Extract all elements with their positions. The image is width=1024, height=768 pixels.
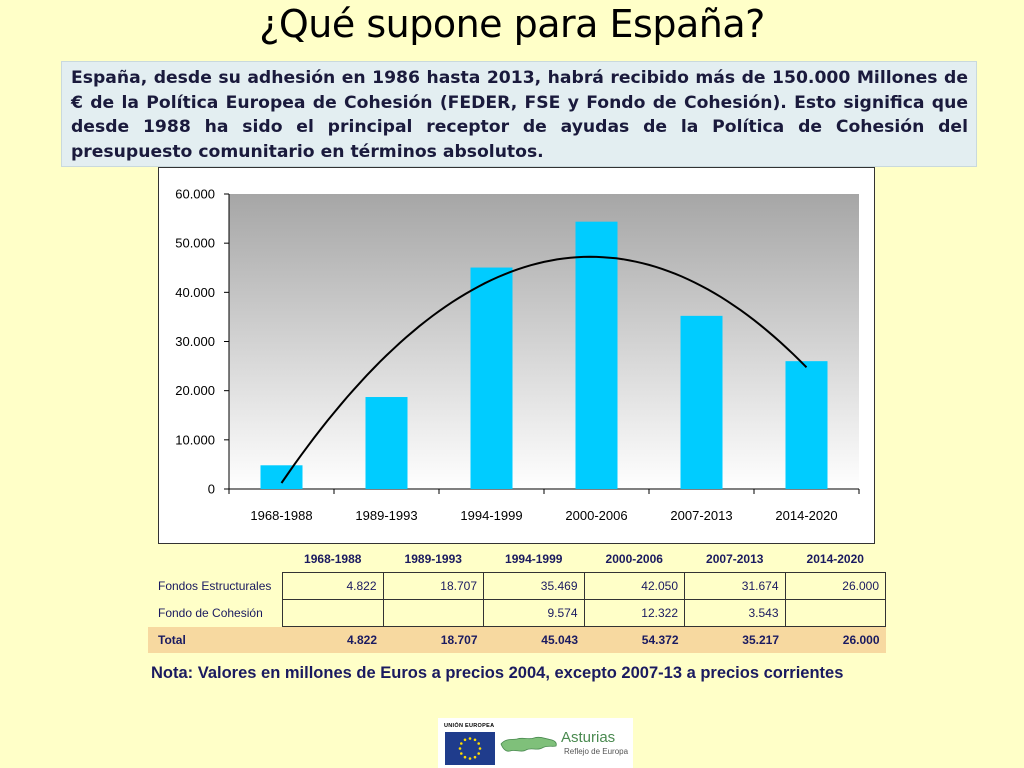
total-row: Total 4.822 18.707 45.043 54.372 35.217 … — [148, 626, 886, 653]
table-corner — [148, 546, 283, 573]
chart-container: 0 10.000 20.000 30.000 40.000 50.000 60.000 196… — [158, 167, 875, 544]
bar — [470, 267, 513, 489]
eu-star-icon — [477, 742, 480, 745]
table-header: 2007-2013 — [706, 552, 764, 566]
eu-star-icon — [463, 738, 467, 742]
y-tick-label: 20.000 — [175, 383, 215, 398]
table-header: 2000-2006 — [605, 552, 663, 566]
x-tick-label: 2007-2013 — [670, 508, 732, 523]
bar — [680, 315, 723, 489]
table-cell: 26.000 — [784, 572, 886, 600]
eu-label: UNIÓN EUROPEA — [444, 723, 495, 729]
table-header: 2014-2020 — [806, 552, 864, 566]
table-cell — [382, 599, 484, 627]
y-tick-label: 40.000 — [175, 285, 215, 300]
y-tick-label: 0 — [208, 482, 215, 497]
bar — [260, 465, 303, 489]
eu-star-icon — [473, 738, 477, 742]
region-name: Asturias — [561, 729, 616, 746]
footnote: Nota: Valores en millones de Euros a pre… — [151, 664, 844, 682]
logo-strip: UNIÓN EUROPEA Asturias Reflejo de Europa — [438, 718, 633, 768]
bar-chart: 0 10.000 20.000 30.000 40.000 50.000 60.000 196… — [175, 187, 860, 523]
table-row: Fondos Estructurales 4.822 18.707 35.469… — [148, 572, 886, 600]
table-cell: 18.707 — [382, 572, 484, 600]
x-tick-label: 2014-2020 — [775, 508, 837, 523]
table-cell: 3.543 — [684, 599, 786, 627]
row-label: Fondo de Cohesión — [158, 606, 263, 620]
region-tagline: Reflejo de Europa — [564, 747, 629, 756]
y-tick-label: 30.000 — [175, 334, 215, 349]
eu-flag-icon — [445, 732, 495, 765]
total-cell: 26.000 — [785, 626, 886, 653]
total-cell: 4.822 — [282, 626, 383, 653]
eu-star-icon — [478, 747, 482, 750]
row-label: Fondos Estructurales — [158, 579, 272, 593]
eu-star-icon — [477, 752, 480, 755]
plot-area — [229, 194, 859, 489]
eu-star-icon — [458, 747, 462, 750]
table-header-row: 1968-1988 1989-1993 1994-1999 2000-2006 … — [148, 546, 886, 573]
x-tick-label: 2000-2006 — [565, 508, 627, 523]
table-cell: 4.822 — [282, 572, 384, 600]
total-cell: 35.217 — [684, 626, 785, 653]
eu-star-icon — [468, 737, 472, 740]
table-header: 1968-1988 — [304, 552, 362, 566]
total-cell: 45.043 — [483, 626, 584, 653]
page-title: ¿Qué supone para España? — [259, 2, 765, 46]
trend-curve — [280, 255, 808, 484]
table-header: 1994-1999 — [505, 552, 563, 566]
table-cell — [282, 599, 384, 627]
table-row: Fondo de Cohesión 9.574 12.322 3.543 — [148, 599, 886, 627]
intro-text: España, desde su adhesión en 1986 hasta … — [61, 61, 977, 167]
y-tick-label: 50.000 — [175, 236, 215, 251]
row-label: Total — [148, 626, 283, 653]
data-table: 1968-1988 1989-1993 1994-1999 2000-2006 … — [148, 546, 886, 653]
x-tick-label: 1989-1993 — [355, 508, 417, 523]
x-tick-label: 1968-1988 — [250, 508, 312, 523]
eu-star-icon — [460, 742, 463, 745]
y-tick-label: 10.000 — [175, 432, 215, 447]
bar — [365, 397, 408, 489]
table-header: 1989-1993 — [404, 552, 462, 566]
table-cell: 35.469 — [483, 572, 585, 600]
bar — [575, 221, 618, 489]
y-tick-label: 60.000 — [175, 187, 215, 202]
table-cell: 31.674 — [684, 572, 786, 600]
table-cell: 9.574 — [483, 599, 585, 627]
table-cell: 42.050 — [583, 572, 685, 600]
total-cell: 54.372 — [584, 626, 685, 653]
eu-star-icon — [468, 757, 472, 760]
eu-star-icon — [473, 755, 477, 759]
eu-star-icon — [460, 752, 463, 755]
bar — [785, 361, 828, 489]
table-cell: 12.322 — [583, 599, 685, 627]
table-cell — [784, 599, 886, 627]
total-cell: 18.707 — [383, 626, 484, 653]
asturias-map-icon — [500, 736, 557, 752]
eu-star-icon — [463, 755, 467, 759]
x-tick-label: 1994-1999 — [460, 508, 522, 523]
